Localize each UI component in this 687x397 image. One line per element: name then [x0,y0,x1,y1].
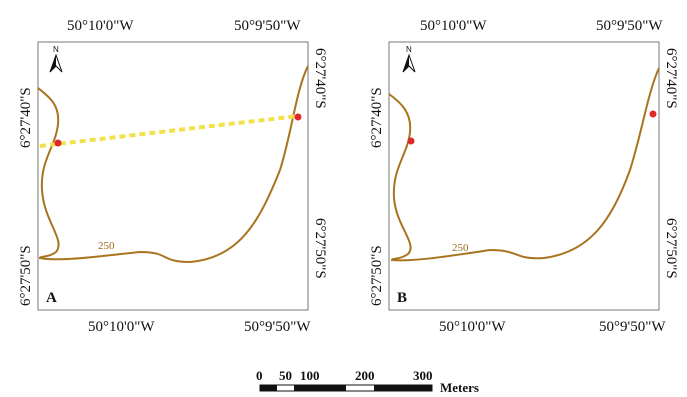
panel-a-contour-line [37,65,309,264]
scale-tick-300: 300 [413,368,433,383]
panel-b-bottom-lon-right: 50°9'50"W [599,319,666,335]
panel-b-north-arrow-icon: N [402,45,416,73]
scale-tick-100: 100 [300,368,320,383]
panel-b-left-lat-top: 6°27'40"S [369,87,385,148]
panel-b-right-lat-top: 6°27'40"S [663,48,679,109]
scale-tick-0: 0 [256,368,263,383]
panel-b-label: B [397,290,407,306]
panel-a-north-arrow-icon: N [49,45,63,73]
panel-a: 50°10'0"W 50°9'50"W 50°10'0"W 50°9'50"W … [18,18,328,335]
panel-b-contour-line [388,67,660,262]
svg-text:N: N [53,45,59,54]
panel-a-frame [37,41,309,311]
svg-text:N: N [406,45,412,54]
panel-a-left-lat-bottom: 6°27'50"S [18,245,34,306]
panel-b-point-east [649,110,657,118]
panel-b-point-west [407,137,415,145]
scale-segment-5 [374,385,432,391]
scale-segment-1 [260,385,277,391]
panel-a-bottom-lon-right: 50°9'50"W [244,319,311,335]
scale-tick-200: 200 [355,368,375,383]
panel-a-right-lat-top: 6°27'40"S [312,48,328,109]
panel-a-contour-label: 250 [98,240,115,252]
panel-a-top-lon-right: 50°9'50"W [234,18,301,34]
panel-a-point-west [54,139,62,147]
panel-a-top-lon-left: 50°10'0"W [67,18,134,34]
panel-a-point-east [294,113,302,121]
panel-b-contour-label: 250 [452,242,469,254]
panel-a-left-lat-top: 6°27'40"S [18,87,34,148]
panel-a-bottom-lon-left: 50°10'0"W [88,319,155,335]
panel-a-label: A [46,290,57,306]
panel-a-transect-line [39,114,299,148]
panel-a-right-lat-bottom: 6°27'50"S [312,218,328,279]
panel-b-bottom-lon-left: 50°10'0"W [439,319,506,335]
panel-b-top-lon-right: 50°9'50"W [596,18,663,34]
panel-b-top-lon-left: 50°10'0"W [420,18,487,34]
panel-b-frame [388,41,660,311]
panel-b: 50°10'0"W 50°9'50"W 50°10'0"W 50°9'50"W … [369,18,679,335]
panel-b-right-lat-bottom: 6°27'50"S [663,218,679,279]
scale-segment-3 [294,385,346,391]
panel-b-left-lat-bottom: 6°27'50"S [369,245,385,306]
scale-unit: Meters [440,380,479,395]
scale-bar: 0 50 100 200 300 Meters [256,368,479,395]
scale-tick-50: 50 [279,368,292,383]
